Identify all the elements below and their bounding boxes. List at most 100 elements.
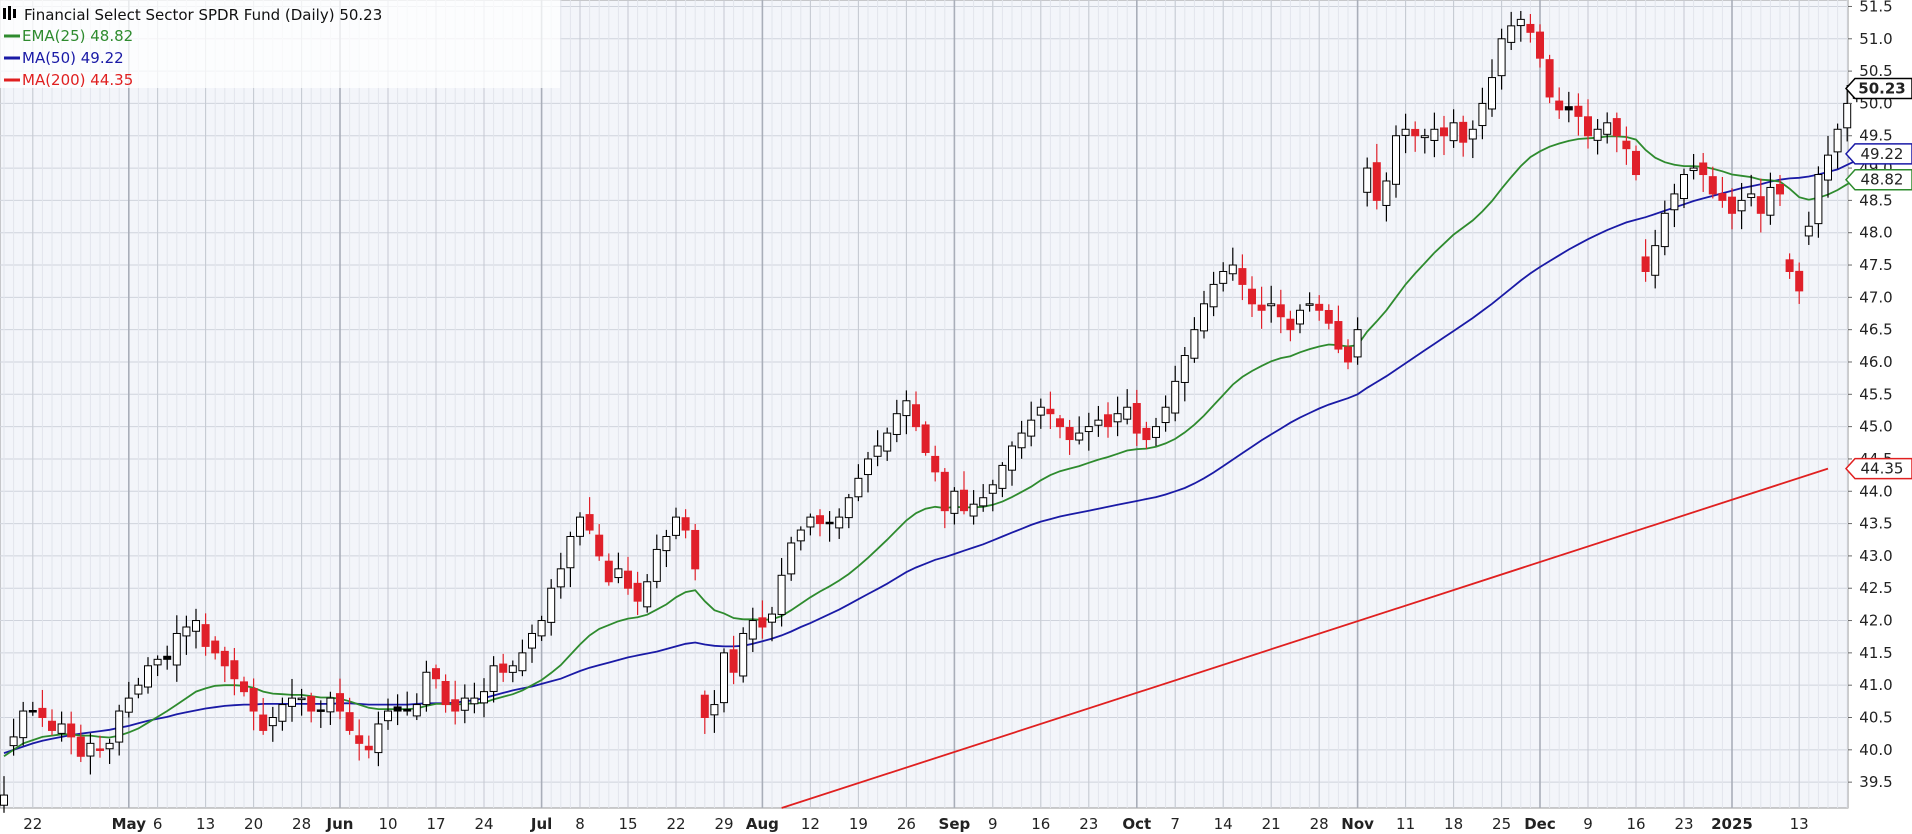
legend-ema25: EMA(25) 48.82: [22, 27, 133, 45]
x-tick-label: 13: [196, 815, 215, 833]
candle-body: [1142, 427, 1151, 441]
candle-body: [739, 632, 748, 677]
candle-body: [470, 697, 479, 705]
candle-body: [240, 681, 248, 693]
candle-body: [1382, 180, 1391, 206]
candle-body: [1123, 406, 1132, 420]
candle-body: [1536, 31, 1544, 59]
candle-body: [777, 574, 786, 615]
candle-body: [1584, 116, 1592, 137]
candle-body: [1392, 135, 1400, 185]
candle-body: [1228, 264, 1237, 275]
candle-body: [9, 736, 18, 747]
candle-body: [1651, 245, 1660, 276]
candle-body: [1209, 283, 1218, 308]
x-tick-label: Jul: [530, 815, 552, 833]
candle-body: [854, 477, 863, 498]
y-tick-label: 46.5: [1859, 321, 1892, 339]
candle-body: [1776, 184, 1784, 195]
candle-body: [816, 515, 824, 525]
candle-body: [230, 660, 239, 680]
candle-body: [1555, 100, 1564, 111]
candle-body: [1305, 303, 1314, 306]
candle-body: [297, 697, 306, 701]
candle-body: [480, 691, 488, 704]
candle-body: [172, 632, 181, 666]
candle-body: [652, 548, 661, 582]
candle-body: [76, 736, 85, 757]
ma200-line-layer: [781, 467, 1829, 809]
y-tick-label: 43.0: [1859, 547, 1892, 565]
candle-body: [1430, 128, 1439, 141]
candle-body: [384, 710, 392, 722]
candle-body: [345, 712, 354, 731]
candle-body: [364, 745, 373, 751]
candle-body: [316, 709, 325, 712]
y-tick-label: 46.0: [1859, 353, 1892, 371]
y-tick-label: 45.5: [1859, 385, 1892, 403]
y-tick-label: 48.0: [1859, 224, 1892, 242]
candle-body: [124, 697, 133, 713]
candle-body: [441, 680, 450, 706]
candle-body: [1766, 186, 1775, 216]
candle-body: [1219, 270, 1228, 284]
candle-body: [960, 489, 968, 512]
candle-body: [1324, 309, 1333, 324]
candle-body: [825, 521, 834, 525]
candle-body: [1132, 403, 1141, 434]
candle-body: [508, 665, 517, 673]
candle-body: [1104, 414, 1112, 428]
x-tick-label: 8: [575, 815, 585, 833]
candle-body: [1027, 419, 1036, 437]
x-tick-label: 22: [666, 815, 685, 833]
candle-body: [672, 516, 680, 536]
candle-body: [1804, 225, 1813, 237]
candle-body: [153, 658, 162, 666]
candle-body: [835, 516, 844, 529]
candle-body: [1670, 193, 1679, 211]
x-tick-label: 13: [1790, 815, 1809, 833]
x-tick-label: 20: [244, 815, 263, 833]
candle-body: [48, 720, 56, 731]
candle-body: [1824, 154, 1832, 181]
x-tick-label: Oct: [1122, 815, 1151, 833]
y-tick-label: 48.5: [1859, 191, 1892, 209]
x-tick-label: 7: [1170, 815, 1180, 833]
candle-body: [691, 529, 700, 570]
ma200-line: [781, 467, 1829, 809]
candle-body: [288, 697, 296, 707]
ma-price-tag-2-box: [1844, 457, 1912, 480]
candle-body: [1593, 128, 1602, 141]
candle-body: [528, 632, 536, 649]
candle-body: [1468, 128, 1477, 140]
candle-body: [1267, 303, 1276, 307]
candle-body: [38, 707, 47, 719]
chart-legend: Financial Select Sector SPDR Fund (Daily…: [0, 0, 560, 89]
candle-body: [758, 617, 767, 628]
x-tick-label: 10: [378, 815, 397, 833]
candle-body: [950, 490, 959, 514]
candles-layer: [0, 10, 1861, 813]
candle-body: [1056, 418, 1064, 428]
candle-body: [969, 503, 978, 517]
candle-body: [1094, 419, 1103, 426]
candle-body: [604, 560, 613, 583]
x-tick-label: 2025: [1711, 815, 1753, 833]
x-tick-label: 23: [1079, 815, 1098, 833]
candle-body: [1334, 321, 1343, 350]
candle-body: [988, 484, 997, 494]
y-tick-label: 39.5: [1859, 773, 1892, 791]
ma-price-tag-0: 49.22: [1844, 143, 1912, 165]
candle-body: [336, 693, 344, 712]
candle-body: [748, 620, 757, 640]
candle-body: [1276, 304, 1285, 318]
candle-body: [403, 708, 412, 712]
x-tick-label: Nov: [1341, 815, 1374, 833]
candle-body: [1180, 355, 1189, 383]
candle-body: [374, 723, 383, 754]
y-tick-label: 51.0: [1859, 30, 1892, 48]
candle-body: [182, 626, 191, 637]
candle-body: [940, 471, 949, 512]
candle-body: [1622, 140, 1631, 150]
candle-body: [1459, 121, 1468, 143]
